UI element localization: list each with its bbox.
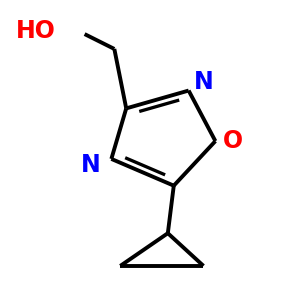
- Text: N: N: [81, 153, 100, 177]
- Text: HO: HO: [16, 19, 56, 43]
- Text: N: N: [194, 70, 213, 94]
- Text: O: O: [223, 129, 243, 153]
